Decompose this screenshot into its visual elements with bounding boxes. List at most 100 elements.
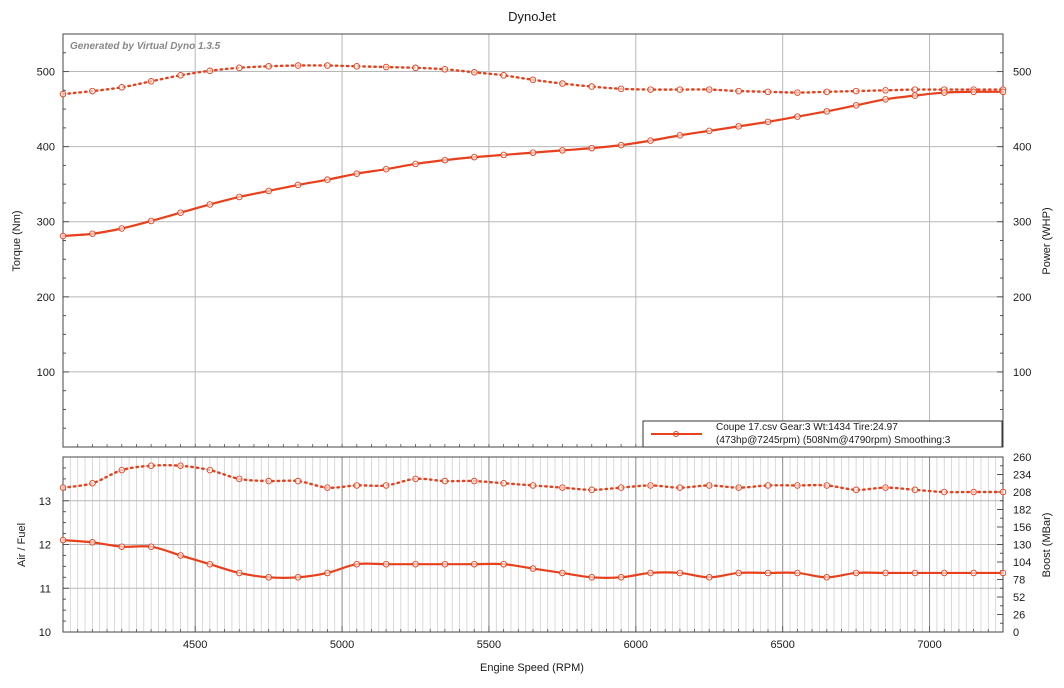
afr-data-point	[265, 574, 272, 581]
afr-data-point	[617, 574, 625, 581]
afr-data-point	[823, 574, 831, 581]
afr-data-point	[471, 477, 478, 485]
torque-data-point	[177, 72, 184, 79]
torque-data-point	[118, 225, 125, 232]
afr-data-point	[89, 480, 96, 487]
afr-data-point	[882, 569, 889, 577]
torque-data-point	[794, 89, 801, 96]
legend-swatch-marker	[673, 431, 679, 437]
torque-data-point	[324, 176, 331, 183]
afr-data-point	[764, 569, 772, 577]
torque-data-point	[999, 88, 1007, 96]
torque-data-point	[588, 144, 596, 152]
afr-data-point	[206, 560, 214, 568]
afr-data-point	[852, 569, 860, 577]
afr-data-point	[118, 466, 125, 474]
afr-data-point	[412, 475, 419, 483]
afr-data-point	[500, 480, 507, 487]
power-tick-label: 400	[1013, 142, 1031, 154]
afr-data-point	[206, 466, 214, 474]
afr-data-point	[59, 484, 67, 491]
legend: Coupe 17.csv Gear:3 Wt:1434 Tire:24.97 (…	[642, 420, 1003, 448]
torque-data-point	[559, 147, 566, 154]
afr-data-point	[294, 574, 302, 581]
afr-data-point	[89, 539, 96, 546]
afr-data-point	[382, 560, 390, 568]
afr-data-point	[999, 488, 1007, 496]
afr-data-point	[324, 569, 331, 577]
torque-axis-title: Torque (Nm)	[11, 210, 23, 271]
torque-data-point	[59, 232, 67, 240]
boost-tick-label: 52	[1013, 592, 1025, 604]
afr-data-point	[441, 560, 449, 568]
torque-data-point	[471, 69, 478, 76]
afr-data-point	[529, 482, 537, 489]
boost-tick-label: 234	[1013, 470, 1031, 482]
torque-data-point	[706, 127, 713, 135]
torque-data-point	[412, 64, 419, 72]
torque-data-point	[235, 193, 243, 201]
torque-data-point	[265, 63, 272, 70]
afr-data-point	[441, 477, 449, 485]
torque-power-series	[59, 62, 1007, 240]
torque-data-point	[265, 187, 272, 195]
afr-data-point	[735, 569, 742, 577]
torque-data-point	[852, 102, 860, 109]
torque-data-point	[147, 217, 155, 225]
afr-data-point	[177, 552, 184, 559]
afr-data-point	[970, 488, 977, 496]
boost-tick-label: 78	[1013, 575, 1025, 587]
torque-data-point	[559, 80, 566, 87]
rpm-tick-label: 5000	[330, 639, 354, 651]
power-tick-label: 200	[1013, 292, 1031, 304]
torque-data-point	[206, 201, 214, 208]
torque-data-point	[412, 160, 419, 168]
afr-data-point	[852, 486, 860, 494]
afr-data-point	[911, 486, 919, 494]
torque-data-point	[382, 165, 390, 173]
afr-data-point	[353, 482, 361, 489]
torque-data-point	[882, 87, 889, 94]
torque-data-point	[647, 86, 654, 93]
torque-data-point	[441, 156, 449, 164]
afr-data-point	[588, 486, 596, 494]
rpm-tick-label: 5500	[477, 639, 501, 651]
legend-line-1: Coupe 17.csv Gear:3 Wt:1434 Tire:24.97	[716, 422, 898, 433]
watermark: Generated by Virtual Dyno 1.3.5	[70, 41, 221, 52]
torque-data-point	[324, 62, 331, 69]
torque-grid	[62, 33, 1004, 448]
torque-data-point	[500, 151, 507, 159]
afr-data-point	[294, 477, 302, 485]
torque-data-point	[529, 76, 537, 84]
afr-tick-label: 12	[39, 540, 51, 552]
power-tick-label: 100	[1013, 367, 1031, 379]
torque-data-point	[59, 90, 67, 98]
torque-tick-label: 100	[37, 367, 55, 379]
torque-data-point	[118, 84, 125, 91]
torque-data-point	[617, 85, 625, 93]
afr-data-point	[794, 482, 801, 489]
torque-data-point	[382, 63, 390, 71]
afr-data-point	[882, 484, 889, 491]
afr-boost-series	[59, 462, 1007, 581]
afr-data-point	[147, 543, 155, 550]
afr-data-point	[764, 482, 772, 489]
legend-line-2: (473hp@7245rpm) (508Nm@4790rpm) Smoothin…	[716, 435, 951, 446]
afr-series-dotted-line	[61, 464, 1005, 494]
torque-plot-frame	[62, 33, 1004, 448]
torque-data-point	[588, 83, 596, 90]
torque-data-point	[89, 87, 96, 95]
afr-data-point	[265, 477, 272, 485]
torque-data-point	[794, 113, 801, 120]
torque-data-point	[647, 137, 654, 144]
afr-data-point	[235, 475, 243, 483]
boost-tick-label: 208	[1013, 487, 1031, 499]
power-tick-label: 300	[1013, 217, 1031, 229]
afr-data-point	[559, 569, 566, 577]
torque-data-point	[147, 78, 155, 85]
torque-data-point	[617, 141, 625, 149]
afr-axis-title: Air / Fuel	[16, 523, 28, 567]
torque-data-point	[89, 230, 96, 237]
